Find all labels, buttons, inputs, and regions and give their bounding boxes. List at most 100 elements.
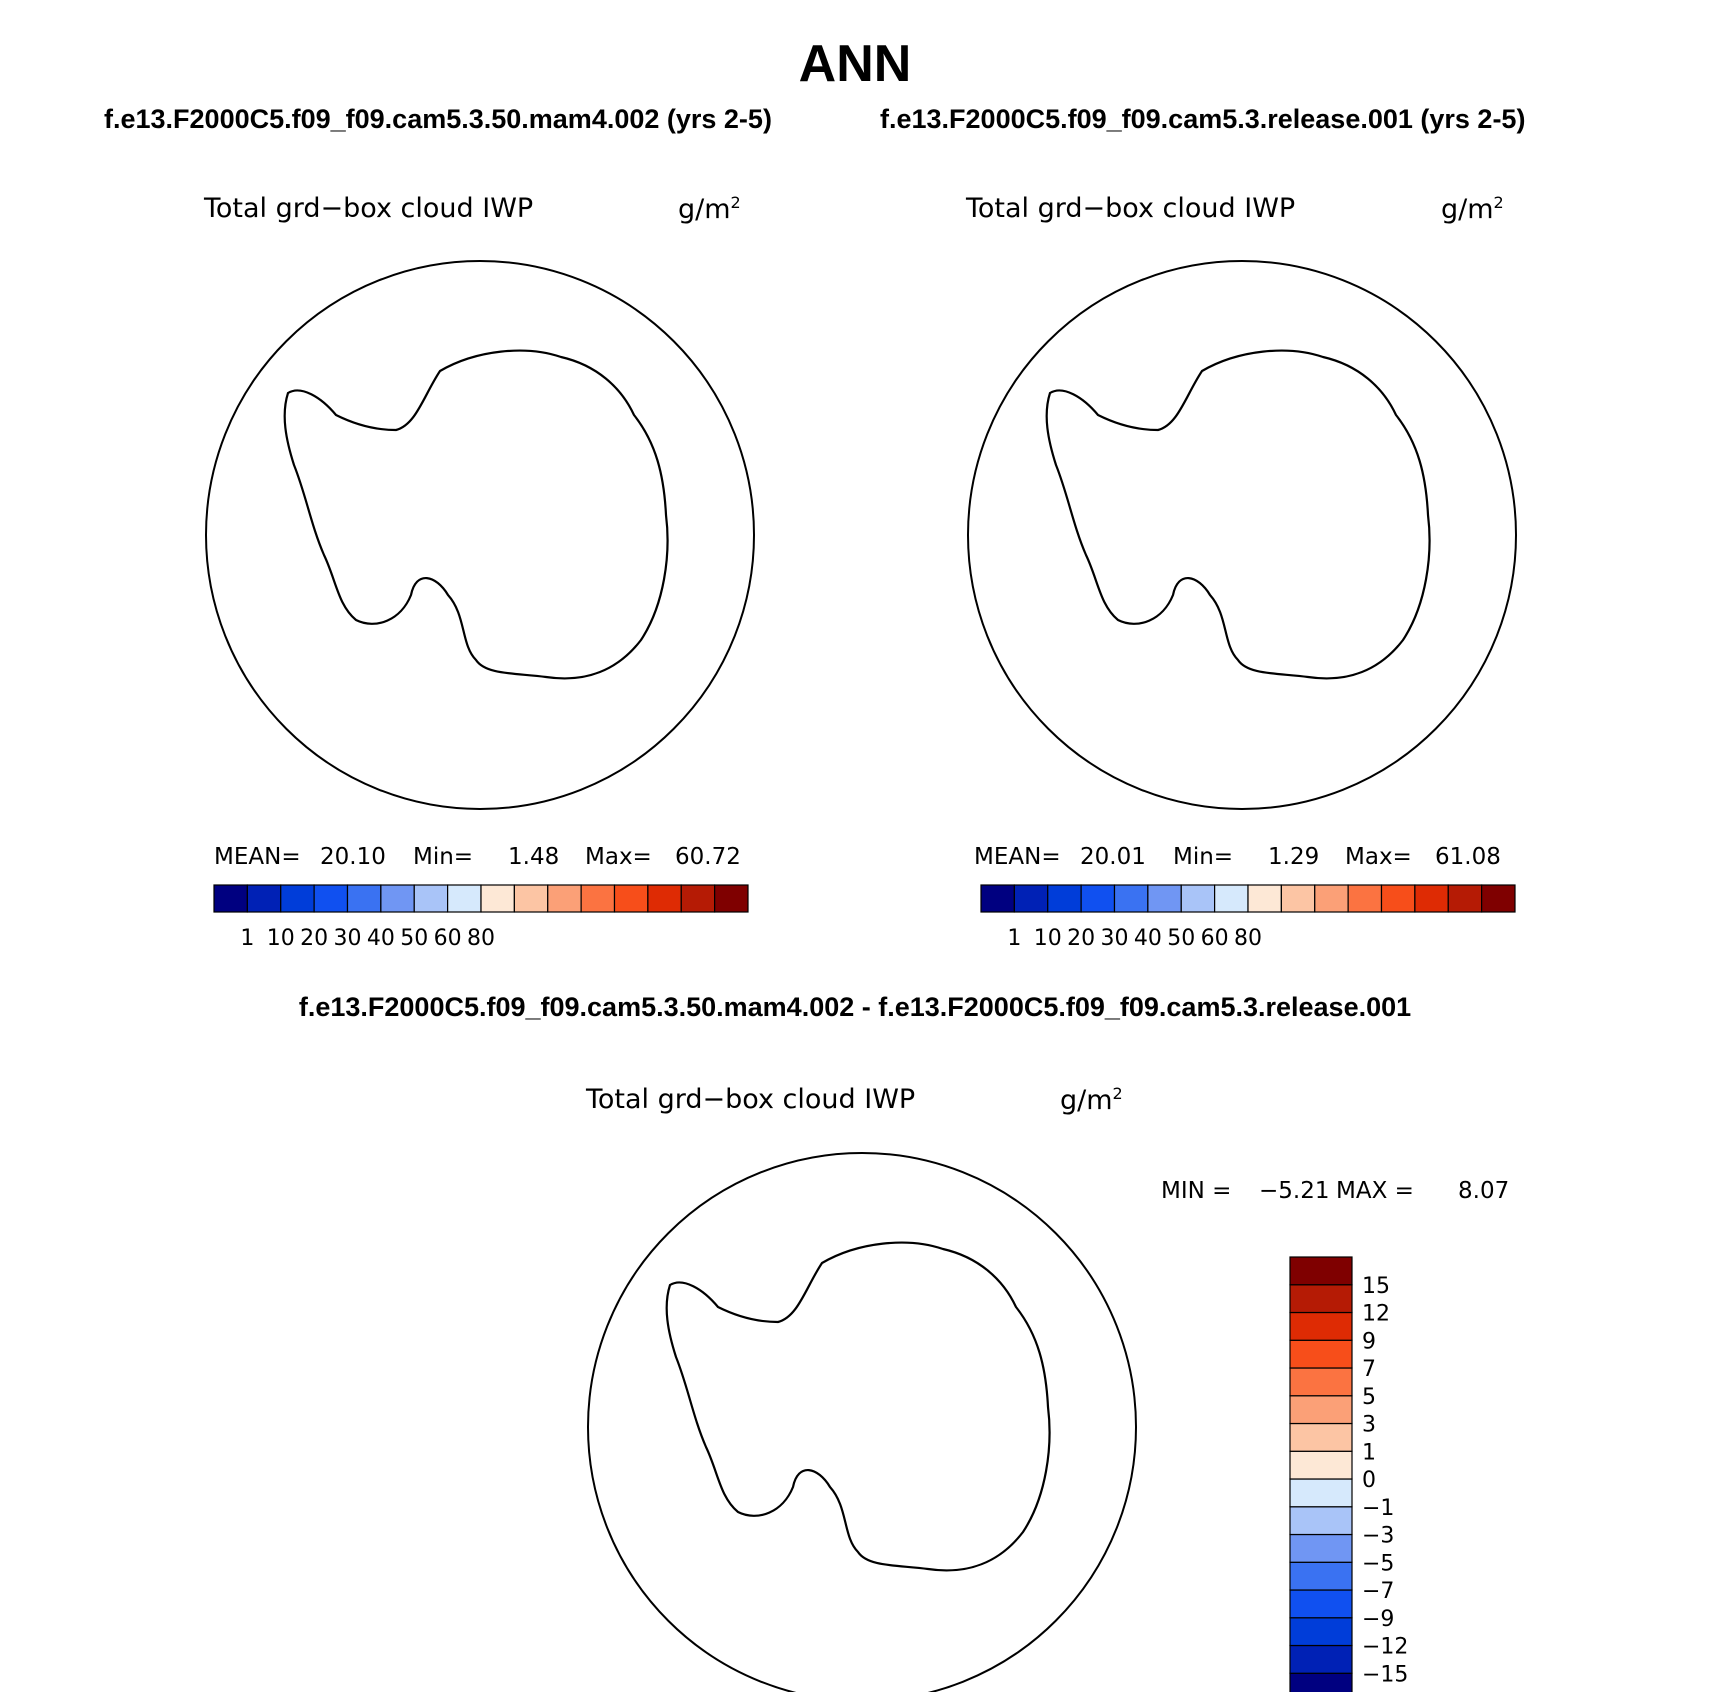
panel3-colorbar-tick-label: 15 [1362, 1274, 1390, 1299]
panel2-colorbar-box [1013, 884, 1049, 913]
panel3-colorbar-tick-label: −3 [1362, 1524, 1394, 1549]
panel2-colorbar-box [1080, 884, 1116, 913]
panel3-colorbar-tick-label: −12 [1362, 1635, 1408, 1660]
panel1-colorbar-tick-label: 60 [434, 926, 462, 951]
panel1-colorbar-tick-label: 80 [467, 926, 495, 951]
panel3-colorbar: −15−12 −9 −7 −5−3 −1 0 13 5 7 912 15 [1289, 1256, 1408, 1692]
panel1-map [205, 260, 802, 815]
panel3-colorbar-box [1289, 1672, 1353, 1692]
panel2-colorbar-box [1113, 884, 1149, 913]
panel2-colorbar-box [1047, 884, 1082, 913]
panel3-colorbar-box [1289, 1506, 1353, 1536]
panel2-map-boundary [967, 260, 1517, 810]
panel1-colorbar-tick-label: 50 [400, 926, 428, 951]
panel3-colorbar-box [1289, 1617, 1353, 1647]
panel2-mean-value: 20.01 [1080, 844, 1146, 870]
panel2-colorbar-box [1147, 884, 1182, 913]
panel1-colorbar-box [447, 884, 482, 913]
panel3-map-boundary [587, 1152, 1137, 1692]
panel2-colorbar-box [980, 884, 1015, 913]
panel3-max-value: 8.07 [1458, 1178, 1510, 1204]
panel1-variable-label: Total grd−box cloud IWP [204, 193, 534, 224]
panel1-colorbar-box [346, 884, 382, 913]
panel1-colorbar-box [313, 884, 349, 913]
panel1-colorbar-box [680, 884, 716, 913]
case1-title: f.e13.F2000C5.f09_f09.cam5.3.50.mam4.002… [104, 104, 772, 134]
panel1-colorbar-box [613, 884, 649, 913]
panel3-colorbar-tick-label: 1 [1362, 1440, 1376, 1465]
panel2-colorbar-box [1214, 884, 1249, 913]
panel3-colorbar-tick-label: 9 [1362, 1329, 1376, 1354]
panel1-colorbar-box [647, 884, 682, 913]
panel1-min-value: 1.48 [508, 844, 560, 870]
panel3-min-value: −5.21 [1259, 1178, 1330, 1204]
panel3-colorbar-tick-label: 3 [1362, 1413, 1376, 1438]
panel1-max-value: 60.72 [675, 844, 741, 870]
panel1-colorbar-tick-label: 10 [267, 926, 295, 951]
panel3-colorbar-tick-label: 12 [1362, 1302, 1390, 1327]
panel2-max-value: 61.08 [1435, 844, 1501, 870]
main-title: ANN [798, 35, 912, 93]
panel1-colorbar-tick-label: 20 [300, 926, 328, 951]
panel2-colorbar-box [1314, 884, 1349, 913]
panel3-colorbar-box [1289, 1644, 1353, 1674]
panel3-colorbar-box [1289, 1339, 1353, 1369]
panel3-colorbar-box [1289, 1311, 1353, 1341]
panel1-colorbar-tick-label: 40 [367, 926, 395, 951]
panel1-colorbar-box [246, 884, 282, 913]
panel2-max-label: Max= [1345, 844, 1412, 870]
panel2-colorbar-tick-label: 10 [1034, 926, 1062, 951]
panel3-colorbar-box [1289, 1450, 1353, 1480]
panel1-colorbar-box [280, 884, 315, 913]
panel1-colorbar-tick-label: 1 [240, 926, 254, 951]
panel2-colorbar-box [1347, 884, 1383, 913]
panel1-colorbar-box [580, 884, 616, 913]
panel3-max-label: MAX = [1336, 1178, 1414, 1204]
panel2-colorbar: 1 10 20 30 40 50 60 80 [980, 884, 1516, 951]
panel3-colorbar-tick-label: −1 [1362, 1496, 1394, 1521]
panel2-variable-label: Total grd−box cloud IWP [966, 193, 1296, 224]
panel2-colorbar-tick-label: 40 [1134, 926, 1162, 951]
panel2-colorbar-tick-label: 60 [1201, 926, 1229, 951]
panel3-colorbar-box [1289, 1533, 1353, 1563]
panel1-colorbar-box [714, 884, 749, 913]
panel2-colorbar-box [1414, 884, 1449, 913]
panel1-min-label: Min= [413, 844, 474, 870]
panel2-min-label: Min= [1173, 844, 1234, 870]
panel1-mean-label: MEAN= [214, 844, 301, 870]
panel3-colorbar-box [1289, 1589, 1353, 1619]
panel2-colorbar-box [1481, 884, 1516, 913]
panel3-units-label: g/m2 [1060, 1084, 1123, 1116]
panel3-colorbar-tick-label: 7 [1362, 1357, 1376, 1382]
panel1-colorbar-box [480, 884, 515, 913]
panel1-max-label: Max= [585, 844, 652, 870]
panel3-colorbar-tick-label: −7 [1362, 1579, 1394, 1604]
difference-title: f.e13.F2000C5.f09_f09.cam5.3.50.mam4.002… [298, 992, 1412, 1022]
panel3-colorbar-box [1289, 1478, 1353, 1508]
panel2-colorbar-tick-label: 20 [1067, 926, 1095, 951]
panel2-min-value: 1.29 [1268, 844, 1320, 870]
panel2-colorbar-tick-label: 80 [1234, 926, 1262, 951]
panel1-coastline [283, 349, 669, 680]
panel3-colorbar-box [1289, 1367, 1353, 1397]
panel2-colorbar-tick-label: 30 [1101, 926, 1129, 951]
panel1-colorbar-tick-label: 30 [334, 926, 362, 951]
panel1-colorbar-box [213, 884, 248, 913]
case2-title: f.e13.F2000C5.f09_f09.cam5.3.release.001… [880, 104, 1526, 134]
panel3-colorbar-tick-label: −15 [1362, 1662, 1408, 1687]
panel3-colorbar-tick-label: 0 [1362, 1468, 1376, 1493]
panel3-map [587, 1152, 1137, 1692]
panel2-colorbar-tick-label: 50 [1167, 926, 1195, 951]
panel3-colorbar-tick-label: −9 [1362, 1607, 1394, 1632]
panel2-colorbar-box [1180, 884, 1216, 913]
panel1-colorbar-box [413, 884, 449, 913]
panel1-map-boundary [205, 260, 755, 810]
panel2-colorbar-tick-label: 1 [1007, 926, 1021, 951]
panel3-min-label: MIN = [1161, 1178, 1232, 1204]
panel3-colorbar-box [1289, 1395, 1353, 1425]
panel3-colorbar-tick-label: 5 [1362, 1385, 1376, 1410]
panel1-colorbar-box [547, 884, 582, 913]
panel2-map [967, 260, 1517, 810]
panel1-colorbar-box [380, 884, 415, 913]
